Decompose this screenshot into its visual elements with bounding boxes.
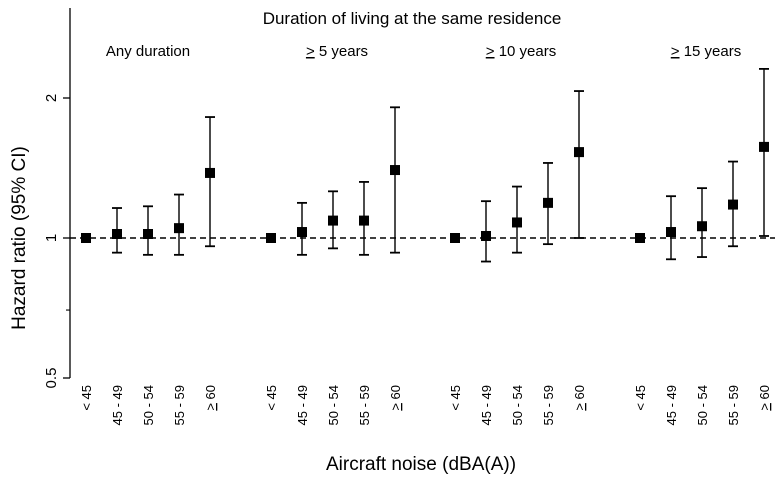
data-point bbox=[759, 141, 769, 152]
category-label: 50 - 54 bbox=[326, 385, 341, 425]
category-label: > 60 bbox=[203, 385, 218, 411]
chart-title: Duration of living at the same residence bbox=[263, 9, 562, 28]
data-point bbox=[512, 217, 522, 228]
category-label: > 60 bbox=[757, 385, 772, 411]
data-point bbox=[543, 197, 553, 208]
panel-3: > 10 years < 45 45 - 49 50 - 54 55 - 59 > 60 bbox=[448, 43, 587, 425]
category-label: 45 - 49 bbox=[479, 385, 494, 425]
data-point bbox=[635, 233, 645, 243]
data-point bbox=[481, 230, 491, 241]
data-point bbox=[328, 215, 338, 226]
y-tick-label: 0.5 bbox=[43, 368, 60, 389]
y-tick-label: 2 bbox=[43, 94, 60, 102]
data-point bbox=[81, 233, 91, 243]
data-point bbox=[697, 221, 707, 232]
category-label: < 45 bbox=[448, 385, 463, 411]
category-label: 50 - 54 bbox=[510, 385, 525, 425]
data-point bbox=[205, 167, 215, 178]
category-label: 45 - 49 bbox=[664, 385, 679, 425]
category-label: > 60 bbox=[572, 385, 587, 411]
category-label: 55 - 59 bbox=[541, 385, 556, 425]
panel-label: > 5 years bbox=[306, 43, 368, 60]
data-point bbox=[666, 227, 676, 238]
panel-1: Any duration < 45 45 - 49 50 - 54 55 - 59 > 6… bbox=[79, 43, 218, 425]
category-label: 50 - 54 bbox=[141, 385, 156, 425]
data-point bbox=[112, 229, 122, 240]
plot-area: 0.5 1 2 Any duration < 45 45 - 49 50 - 54 55 - … bbox=[43, 8, 775, 425]
category-label: < 45 bbox=[633, 385, 648, 411]
data-point bbox=[174, 223, 184, 234]
data-point bbox=[297, 227, 307, 238]
panel-label: > 15 years bbox=[671, 43, 741, 60]
data-point bbox=[728, 199, 738, 210]
y-axis-label: Hazard ratio (95% CI) bbox=[9, 146, 30, 330]
category-label: 45 - 49 bbox=[295, 385, 310, 425]
category-label: < 45 bbox=[79, 385, 94, 411]
data-point bbox=[266, 233, 276, 243]
panel-4: > 15 years < 45 45 - 49 50 - 54 55 - 59 > 60 bbox=[633, 43, 772, 425]
category-label: < 45 bbox=[264, 385, 279, 411]
category-label: > 60 bbox=[388, 385, 403, 411]
panel-2: > 5 years < 45 45 - 49 50 - 54 55 - 59 > 60 bbox=[264, 43, 403, 425]
data-point bbox=[359, 215, 369, 226]
y-tick-label: 1 bbox=[43, 234, 60, 242]
category-label: 55 - 59 bbox=[172, 385, 187, 425]
panel-label: Any duration bbox=[106, 43, 190, 60]
data-point bbox=[450, 233, 460, 243]
category-label: 50 - 54 bbox=[695, 385, 710, 425]
category-label: 55 - 59 bbox=[357, 385, 372, 425]
category-label: 55 - 59 bbox=[726, 385, 741, 425]
x-axis-label: Aircraft noise (dBA(A)) bbox=[326, 454, 516, 475]
data-point bbox=[574, 147, 584, 158]
data-point bbox=[390, 165, 400, 176]
category-label: 45 - 49 bbox=[110, 385, 125, 425]
panel-label: > 10 years bbox=[486, 43, 556, 60]
data-point bbox=[143, 229, 153, 240]
